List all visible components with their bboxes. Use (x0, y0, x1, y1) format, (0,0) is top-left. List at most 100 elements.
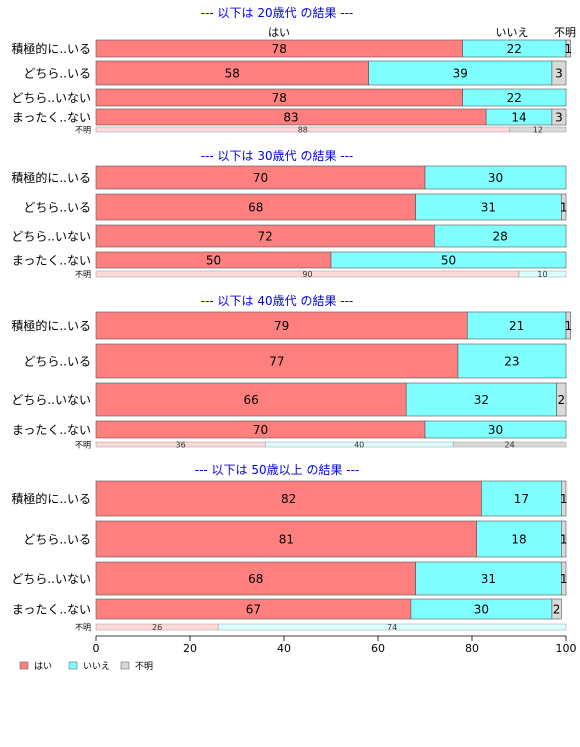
data-label: 1 (560, 533, 568, 547)
data-label: 1 (560, 492, 568, 506)
row-label: どちら..いない (11, 572, 91, 586)
row-label: どちら..いる (23, 355, 91, 369)
data-label: 14 (511, 111, 526, 125)
data-label: 67 (246, 603, 261, 617)
column-header-unknown: 不明 (554, 26, 576, 39)
data-label: 31 (481, 572, 496, 586)
row-label: 不明 (75, 623, 91, 632)
bar-segment-yes (95, 382, 407, 417)
data-label: 18 (511, 533, 526, 547)
column-header-yes: はい (268, 26, 290, 39)
data-label: 22 (507, 42, 522, 56)
bar-segment-no (217, 623, 567, 631)
bar-segment-unknown (560, 193, 567, 221)
x-tick-label: 0 (93, 642, 100, 655)
bar-segment-unknown (551, 60, 567, 86)
row-label: 不明 (75, 441, 91, 450)
bar-segment-no (434, 224, 567, 248)
x-tick-label: 60 (371, 642, 385, 655)
data-label: 50 (206, 254, 221, 268)
data-label: 22 (507, 91, 522, 105)
row-label: 不明 (75, 270, 91, 279)
row-label: 積極的に..いる (11, 41, 91, 56)
data-label: 21 (509, 319, 524, 333)
panel-title: --- 以下は 20歳代 の結果 --- (201, 6, 354, 20)
bar-segment-yes (95, 343, 459, 379)
data-label: 82 (281, 492, 296, 506)
data-label: 68 (248, 201, 263, 215)
bar-segment-unknown (509, 126, 567, 133)
legend-label-no: いいえ (83, 661, 110, 672)
bar-segment-no (457, 343, 567, 379)
panel-title: --- 以下は 30歳代 の結果 --- (201, 149, 354, 163)
data-label: 30 (474, 603, 489, 617)
x-tick-label: 40 (277, 642, 291, 655)
bar-segment-unknown (560, 561, 567, 596)
legend-label-yes: はい (34, 661, 52, 672)
data-label: 79 (274, 319, 289, 333)
row-label: まったく..ない (12, 111, 91, 125)
data-label: 36 (176, 441, 186, 450)
bar-segment-unknown (551, 108, 567, 126)
bar-segment-no (415, 193, 562, 221)
data-label: 78 (272, 91, 287, 105)
panel-title: --- 以下は 40歳代 の結果 --- (201, 294, 354, 308)
data-label: 3 (555, 111, 563, 125)
data-label: 81 (279, 533, 294, 547)
legend-swatch-unknown (120, 661, 130, 670)
row-label: どちら..いる (23, 201, 91, 215)
data-label: 70 (253, 171, 268, 185)
bar-segment-no (481, 480, 562, 517)
x-tick-label: 20 (183, 642, 197, 655)
bar-segment-no (405, 382, 557, 417)
row-label: まったく..ない (12, 254, 91, 268)
data-label: 30 (488, 423, 503, 437)
data-label: 88 (298, 126, 308, 135)
bar-segment-yes (95, 480, 482, 517)
bar-segment-unknown (560, 520, 567, 558)
data-label: 28 (493, 230, 508, 244)
data-label: 1 (565, 319, 573, 333)
legend-label-unknown: 不明 (135, 661, 153, 672)
data-label: 66 (243, 393, 258, 407)
data-label: 50 (441, 254, 456, 268)
data-label: 58 (225, 67, 240, 81)
data-label: 32 (474, 393, 489, 407)
data-label: 31 (481, 201, 496, 215)
row-label: どちら..いる (23, 67, 91, 81)
row-label: どちら..いない (11, 91, 91, 105)
bar-segment-no (424, 165, 567, 190)
row-label: 積極的に..いる (11, 491, 91, 506)
legend-swatch-no (68, 661, 78, 670)
row-label: 積極的に..いる (11, 318, 91, 333)
bar-segment-unknown (565, 311, 571, 340)
row-label: 積極的に..いる (11, 170, 91, 185)
bar-segment-no (466, 311, 567, 340)
data-label: 68 (248, 572, 263, 586)
bar-segment-no (518, 270, 567, 278)
data-label: 77 (269, 355, 284, 369)
row-label: まったく..ない (12, 603, 91, 617)
bar-segment-unknown (560, 480, 567, 517)
row-label: どちら..いない (11, 230, 91, 244)
panel-title: --- 以下は 50歳以上 の結果 --- (195, 463, 360, 477)
data-label: 40 (354, 441, 364, 450)
x-tick-label: 80 (465, 642, 479, 655)
bar-segment-yes (95, 311, 468, 340)
row-label: どちら..いない (11, 393, 91, 407)
data-label: 17 (514, 492, 529, 506)
data-label: 2 (557, 393, 565, 407)
bar-segment-no (424, 420, 567, 439)
data-label: 1 (560, 201, 568, 215)
data-label: 3 (555, 67, 563, 81)
data-label: 10 (537, 270, 547, 279)
legend-swatch-yes (19, 661, 29, 670)
bar-segment-unknown (556, 382, 567, 417)
bar-segment-no (476, 520, 562, 558)
bar-segment-no (330, 251, 567, 269)
bar-segment-no (415, 561, 562, 596)
column-header-no: いいえ (496, 26, 529, 39)
data-label: 90 (302, 270, 312, 279)
data-label: 39 (453, 67, 468, 81)
